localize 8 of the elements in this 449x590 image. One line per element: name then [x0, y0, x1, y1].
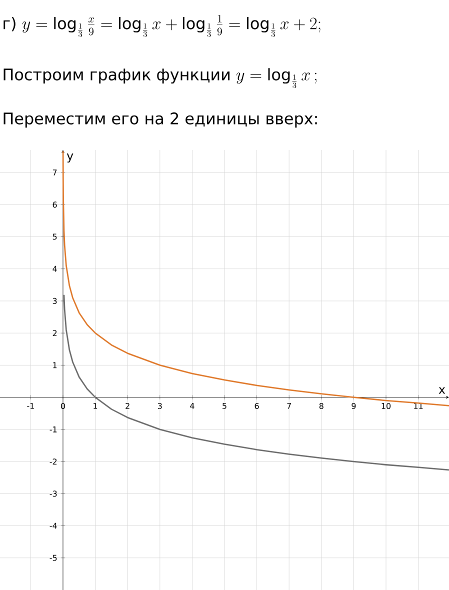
text: $y=\log_{\frac{1}{3}}x\,;$ [236, 68, 316, 88]
text: Построим график функции [4, 68, 230, 84]
text: $y=\log_{\frac{1}{3}}\frac{x}{9}=\log_{\frac{1}{3}}x+\log_{\frac{1}{3}}\frac{1}{9}=\log_{\frac{1}{3}}x+2;$ [22, 15, 320, 37]
y-axis-title: y [66, 154, 74, 163]
line-series [63, 294, 449, 471]
x-axis-title: x [438, 387, 446, 394]
text: Переместим его на 2 единицы вверх: [4, 112, 317, 128]
text: г) [4, 17, 16, 32]
